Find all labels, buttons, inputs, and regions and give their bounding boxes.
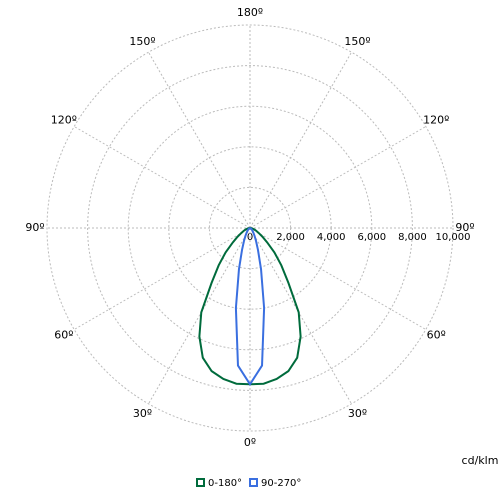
angle-tick-label: 90º: [25, 221, 44, 234]
angle-tick-label: 0º: [244, 436, 256, 449]
grid-spoke: [249, 126, 427, 229]
legend-label: 0-180°: [208, 478, 242, 489]
grid-spoke: [148, 227, 251, 405]
angle-tick-label: 30º: [348, 407, 367, 420]
grid-ring: [87, 65, 413, 391]
legend-swatch: [249, 478, 258, 487]
angle-tick-label: 90º: [455, 221, 474, 234]
grid-spoke: [73, 227, 251, 330]
legend-label: 90-270°: [261, 478, 301, 489]
r-tick-label: 8,000: [398, 232, 427, 243]
r-tick-label: 6,000: [357, 232, 386, 243]
grid-spoke: [148, 51, 251, 229]
grid-spoke: [249, 227, 427, 330]
angle-tick-label: 120º: [51, 114, 77, 127]
angle-tick-label: 60º: [427, 329, 446, 342]
legend-swatch: [196, 478, 205, 487]
unit-label: cd/klm: [462, 454, 499, 467]
angle-tick-label: 30º: [133, 407, 152, 420]
angle-tick-label: 150º: [129, 35, 155, 48]
series-line: [234, 227, 266, 387]
angle-tick-label: 150º: [344, 35, 370, 48]
angle-tick-label: 120º: [423, 114, 449, 127]
angle-tick-label: 180º: [237, 6, 263, 19]
angle-tick-label: 60º: [54, 329, 73, 342]
r-tick-label: 4,000: [317, 232, 346, 243]
grid-spoke: [249, 51, 352, 229]
grid-ring: [46, 24, 454, 432]
grid-spoke: [249, 227, 352, 405]
grid-spoke: [73, 126, 251, 229]
r-tick-label: 2,000: [276, 232, 305, 243]
r-tick-label: 10,000: [436, 232, 471, 243]
